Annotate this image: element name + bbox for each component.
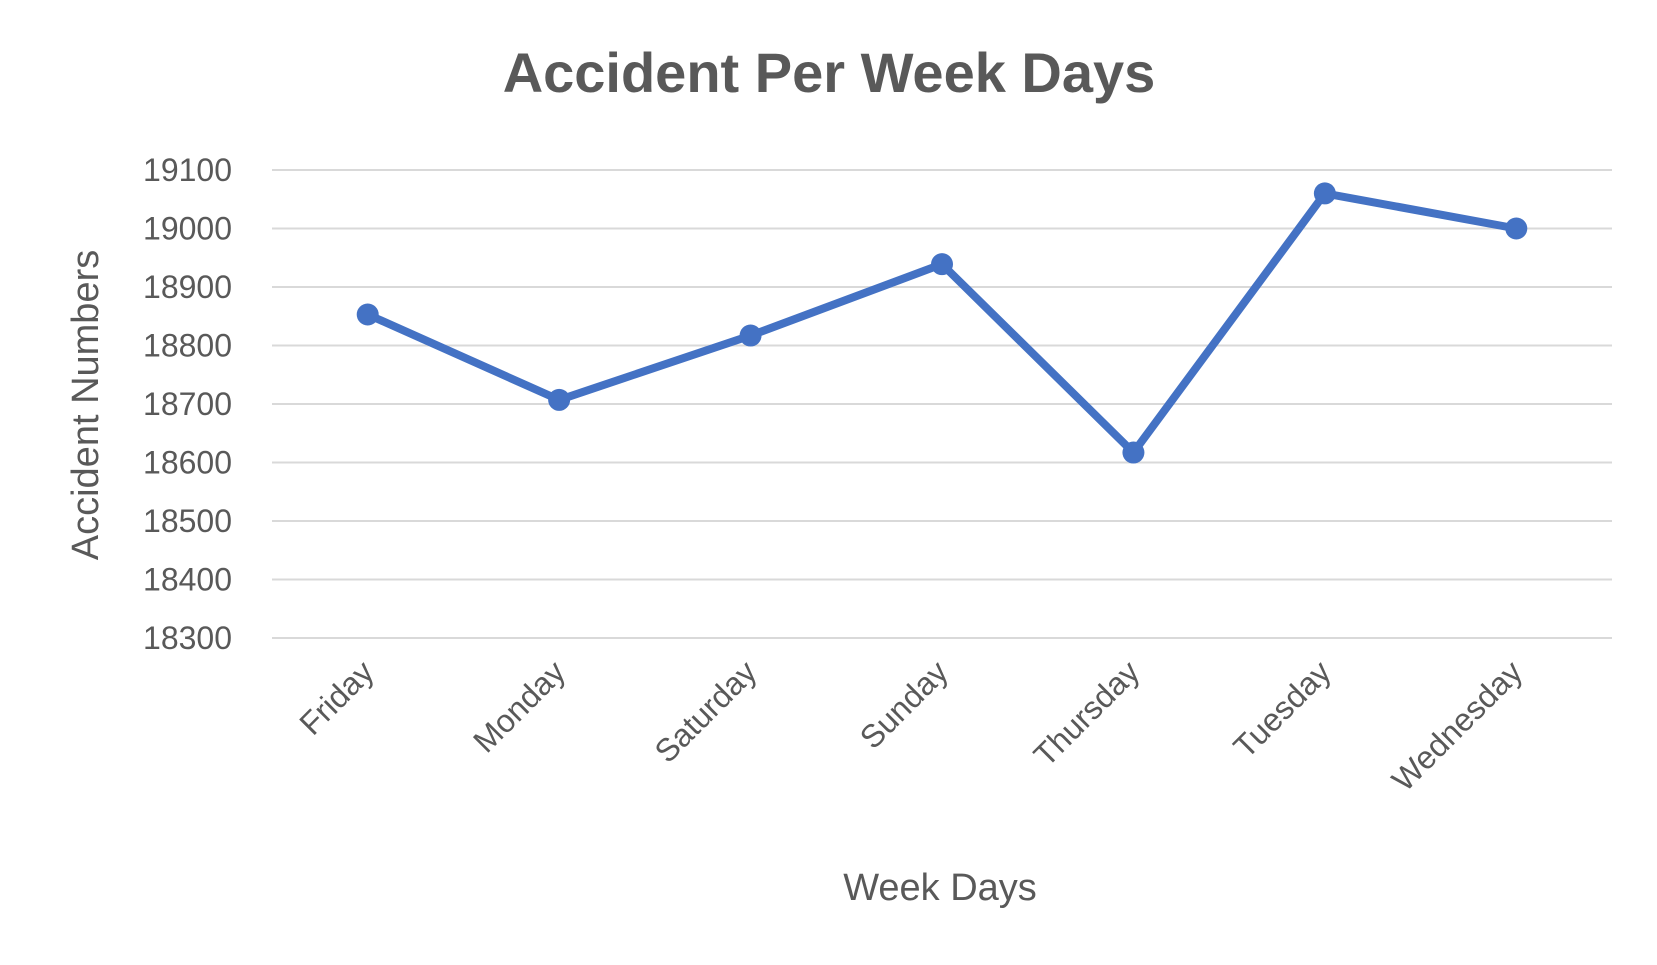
data-point-thursday[interactable] <box>1122 441 1145 464</box>
x-tick-label: Thursday <box>1027 653 1147 773</box>
y-tick-label: 19100 <box>143 152 232 188</box>
y-tick-label: 18700 <box>143 386 232 422</box>
y-tick-label: 18500 <box>143 503 232 539</box>
y-tick-label: 19000 <box>143 211 232 247</box>
gridlines <box>272 169 1612 639</box>
y-axis-label: Accident Numbers <box>65 250 107 560</box>
y-axis-ticks: 18300 18400 18500 18600 18700 18800 18900 19000… <box>143 152 232 656</box>
x-tick-label: Saturday <box>648 653 764 769</box>
data-point-wednesday[interactable] <box>1505 217 1528 240</box>
data-point-friday[interactable] <box>356 303 379 326</box>
x-tick-label: Tuesday <box>1226 653 1337 764</box>
series-line <box>363 189 1521 457</box>
y-tick-label: 18300 <box>143 620 232 656</box>
y-tick-label: 18400 <box>143 562 232 598</box>
y-tick-label: 18600 <box>143 445 232 481</box>
x-axis-ticks: Friday Monday Saturday Sunday Thursday Tuesda… <box>292 653 1529 798</box>
x-tick-label: Monday <box>466 653 572 759</box>
data-point-monday[interactable] <box>548 388 571 411</box>
x-tick-label: Friday <box>292 653 380 741</box>
x-tick-label: Wednesday <box>1385 653 1530 798</box>
data-point-sunday[interactable] <box>931 253 953 276</box>
data-point-tuesday[interactable] <box>1313 182 1336 205</box>
chart-title: Accident Per Week Days <box>503 41 1156 104</box>
x-tick-label: Sunday <box>853 653 955 755</box>
y-tick-label: 18900 <box>143 269 232 305</box>
data-point-saturday[interactable] <box>739 324 762 347</box>
x-axis-label: Week Days <box>843 867 1037 909</box>
y-tick-label: 18800 <box>143 328 232 364</box>
series <box>356 182 1528 464</box>
